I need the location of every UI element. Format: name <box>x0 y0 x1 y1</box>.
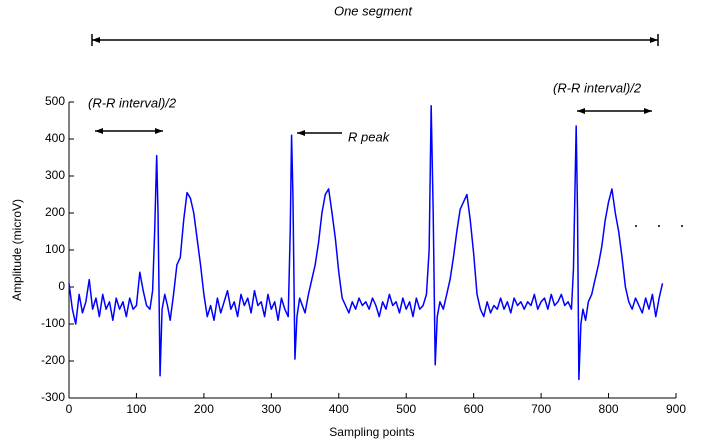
annotation: R peak <box>348 129 391 144</box>
ellipsis-dot <box>681 225 683 227</box>
x-tick-label: 800 <box>599 402 619 416</box>
x-tick-label: 400 <box>329 402 349 416</box>
x-tick-label: 700 <box>531 402 551 416</box>
arrow-head <box>577 108 652 114</box>
annotations: One segment (R-R interval)/2 R peak (R-R… <box>88 3 683 227</box>
y-tick-label: 400 <box>45 131 65 145</box>
annotation: One segment <box>334 3 413 18</box>
y-tick-label: 0 <box>58 279 65 293</box>
y-tick-label: -100 <box>41 316 65 330</box>
x-axis-label: Sampling points <box>329 425 414 439</box>
x-tick-label: 300 <box>261 402 281 416</box>
y-tick-label: 100 <box>45 242 65 256</box>
annotation: (R-R interval)/2 <box>553 80 642 95</box>
y-tick-label: 200 <box>45 205 65 219</box>
ellipsis-dot <box>635 225 637 227</box>
arrow-head <box>297 130 305 136</box>
x-tick-label: 0 <box>66 402 73 416</box>
y-tick-label: 300 <box>45 168 65 182</box>
x-tick-label: 600 <box>464 402 484 416</box>
y-tick-label: 500 <box>45 94 65 108</box>
x-tick-label: 500 <box>396 402 416 416</box>
x-tick-label: 900 <box>666 402 686 416</box>
arrow-head <box>95 128 163 134</box>
ellipsis-dot <box>658 225 660 227</box>
x-tick-label: 200 <box>194 402 214 416</box>
signal-line <box>68 104 664 381</box>
x-tick-label: 100 <box>126 402 146 416</box>
y-tick-label: -200 <box>41 353 65 367</box>
y-axis-label: Amplitude (microV) <box>10 199 24 301</box>
annotation: (R-R interval)/2 <box>88 95 177 110</box>
y-tick-label: -300 <box>41 390 65 404</box>
